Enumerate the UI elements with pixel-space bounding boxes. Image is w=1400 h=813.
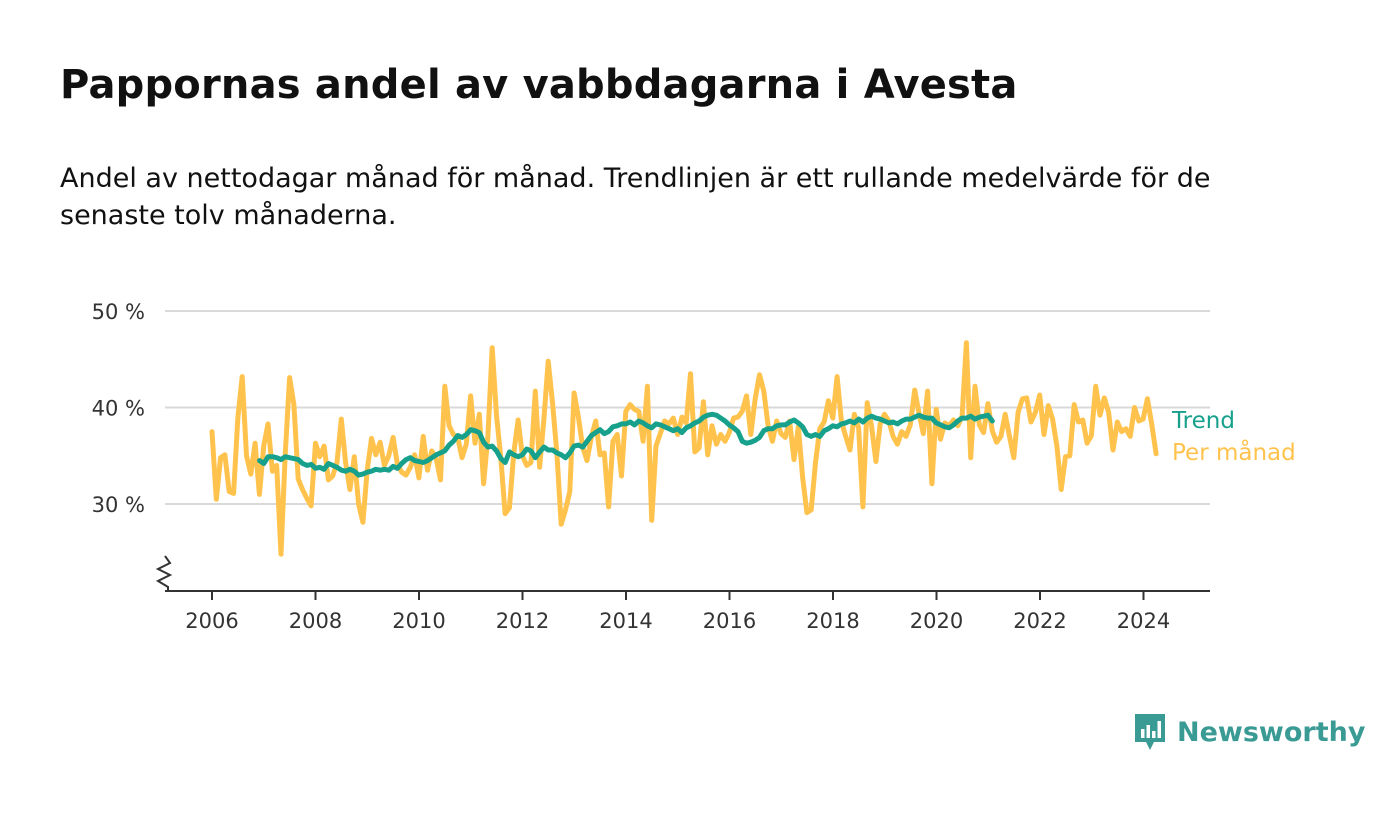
y-tick-label: 30 % <box>92 493 145 517</box>
newsworthy-logo[interactable]: Newsworthy <box>1133 712 1365 752</box>
series-lines <box>209 340 1159 557</box>
y-axis-ticks: 30 % 40 % 50 % <box>92 300 145 517</box>
x-tick-label: 2022 <box>1013 609 1066 633</box>
series-line-1 <box>257 411 995 478</box>
x-tick-label: 2016 <box>703 609 756 633</box>
x-tick-label: 2014 <box>599 609 652 633</box>
series-label: Per månad <box>1172 438 1296 466</box>
series-labels: Per månad Trend <box>1171 408 1296 466</box>
x-tick-label: 2010 <box>392 609 445 633</box>
chart-title: Pappornas andel av vabbdagarna i Avesta <box>60 62 1018 108</box>
newsworthy-logo-text: Newsworthy <box>1177 716 1366 748</box>
y-tick-label: 50 % <box>92 300 145 324</box>
series-line-0 <box>209 340 1159 557</box>
newsworthy-logo-icon <box>1135 714 1165 750</box>
y-tick-label: 40 % <box>92 397 145 421</box>
x-axis: 2006 2008 2010 2012 2014 2016 2018 2020 2022 2024 <box>155 555 1210 633</box>
x-tick-label: 2024 <box>1117 609 1170 633</box>
x-tick-label: 2008 <box>289 609 342 633</box>
chart-subtitle: Andel av nettodagar månad för månad. Tre… <box>60 163 1211 231</box>
x-tick-label: 2018 <box>806 609 859 633</box>
x-tick-label: 2012 <box>496 609 549 633</box>
x-tick-label: 2020 <box>910 609 963 633</box>
x-tick-label: 2006 <box>185 609 238 633</box>
axis-break-icon <box>155 555 173 591</box>
series-label: Trend <box>1171 408 1235 434</box>
